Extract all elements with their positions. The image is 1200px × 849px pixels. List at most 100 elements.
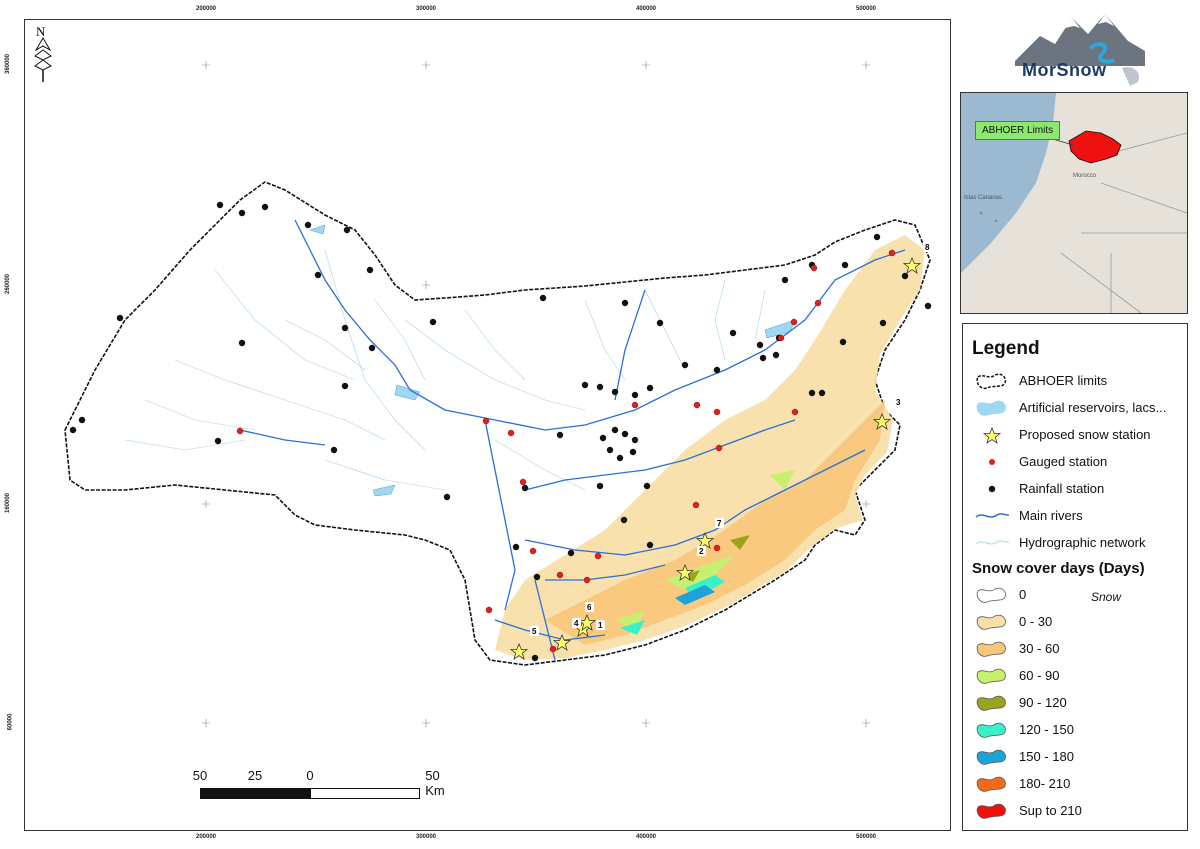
rainfall-stations [69,201,932,662]
logo-text: MorSnow [1022,60,1107,80]
legend-label-snow-class: Sup to 210 [1019,803,1082,818]
snow-class-swatch-icon [976,695,1006,711]
scale-bar-white [310,788,420,799]
snow-station-2 [675,563,695,581]
dashed-boundary-icon [976,373,1007,390]
morsnow-logo: MorSnow [1010,6,1150,88]
map-canvas[interactable]: 1 2 3 4 5 6 7 8 [25,20,950,830]
snow-station-labels: 1 2 3 4 5 6 7 8 [530,242,932,636]
legend-item-network: Hydrographic network [963,532,1187,554]
legend-label-snow-class: 180- 210 [1019,776,1071,791]
snow-zone-0-30 [495,235,925,660]
legend-item-rivers: Main rivers [963,505,1187,527]
inset-place-morocco: Morocco [1073,173,1097,179]
legend-item-snow-station: Proposed snow station [963,424,1187,446]
legend-label-reservoirs: Artificial reservoirs, lacs... [1019,400,1167,415]
legend-item-snow-class: 180- 210 [963,773,1187,795]
map-frame[interactable]: 1 2 3 4 5 6 7 8 [24,19,951,831]
snow-station-3 [872,412,892,430]
legend-item-snow-class: Sup to 210 [963,800,1187,822]
black-dot-icon [988,485,996,493]
legend-label-network: Hydrographic network [1019,535,1146,550]
x-tick-top-4: 500000 [855,6,877,12]
legend-label-snow-class: 90 - 120 [1019,695,1067,710]
legend-label-snow-class: 150 - 180 [1019,749,1074,764]
legend-label-rainfall: Rainfall station [1019,481,1105,496]
scale-label-50km: 50 Km [425,768,445,798]
snow-class-swatch-icon [976,614,1006,630]
snow-class-swatch-icon [976,668,1006,684]
scale-bar-black [200,788,310,799]
legend-label-snow-class: 0 [1019,587,1027,602]
legend-label-snow-class: 60 - 90 [1019,668,1060,683]
inset-place-canarias: Islas Canarias [964,195,1003,201]
legend-item-snow-class: 150 - 180 [963,746,1187,768]
legend-item-snow-class: 120 - 150 [963,719,1187,741]
y-tick-3: 160000 [5,492,12,514]
scale-label-0: 0 [306,768,314,783]
snow-station-5 [509,642,529,660]
snow-zone-150-180 [675,585,715,605]
gauged-stations [236,249,896,653]
legend-label-snow-class: 0 - 30 [1019,614,1053,629]
snow-class-swatch-icon [976,803,1006,819]
legend-title: Legend [972,338,1040,359]
y-tick-2: 260000 [5,273,12,295]
snow-zone-60-90 [615,470,795,630]
legend-item-snow-class: 0 [963,584,1187,606]
reservoir-icon [976,400,1006,416]
inset-map[interactable]: ABHOER Limits Morocco Islas Canarias [960,92,1188,314]
legend-label-gauged: Gauged station [1019,454,1108,469]
legend-item-snow-class: 60 - 90 [963,665,1187,687]
star-icon [982,426,1002,444]
station-label-4: 4 [574,619,579,628]
north-label: N [36,24,46,39]
legend-label-rivers: Main rivers [1019,508,1083,523]
snow-cover-title: Snow cover days (Days) [972,560,1145,577]
scale-bar: 50 25 0 50 Km [193,768,445,808]
legend-item-gauged: Gauged station [963,451,1187,473]
red-dot-icon [989,459,995,465]
snow-class-swatch-icon [976,641,1006,657]
x-tick-bottom-3: 400000 [635,834,657,840]
legend-item-reservoirs: Artificial reservoirs, lacs... [963,397,1187,419]
legend-item-snow-class: 90 - 120 [963,692,1187,714]
x-tick-top-2: 300000 [415,6,437,12]
inset-callout: ABHOER Limits [975,121,1061,140]
legend-label-snow-class: 120 - 150 [1019,722,1074,737]
legend-item-snow-class: 0 - 30 [963,611,1187,633]
x-tick-bottom-2: 300000 [415,834,437,840]
legend-item-snow-class: 30 - 60 [963,638,1187,660]
legend-label-snow-station: Proposed snow station [1019,427,1151,442]
y-tick-4: 60000 [7,713,14,731]
snow-station-7 [695,531,715,549]
snow-class-swatch-icon [976,749,1006,765]
legend-label-snow-class: 30 - 60 [1019,641,1060,656]
thin-line-icon [975,540,1009,545]
scale-label-25: 25 [247,768,263,783]
snow-cover-sublabel: Snow [1091,590,1122,604]
scale-label-50: 50 [192,768,208,783]
legend-item-rainfall: Rainfall station [963,478,1187,500]
station-label-6: 6 [587,603,592,612]
legend-panel: Legend ABHOER limits Artificial reservoi… [962,323,1188,831]
station-label-8: 8 [925,243,930,252]
legend-label-boundary: ABHOER limits [1019,373,1108,388]
snow-class-swatch-icon [976,722,1006,738]
legend-item-boundary: ABHOER limits [963,370,1187,392]
station-label-5: 5 [532,627,537,636]
station-label-1: 1 [598,621,603,630]
station-label-3: 3 [896,398,901,407]
y-tick-1: 360000 [5,53,12,75]
river-line-icon [975,513,1009,518]
x-tick-bottom-4: 500000 [855,834,877,840]
hydrographic-network [124,249,766,491]
reservoirs [309,224,796,497]
x-tick-top-3: 400000 [635,6,657,12]
snow-zone-30-60 [545,400,885,645]
snow-class-swatch-icon [976,776,1006,792]
x-tick-bottom-1: 200000 [195,834,217,840]
snow-station-8 [902,256,922,274]
snow-class-swatch-icon [976,587,1006,603]
station-label-2: 2 [699,547,704,556]
